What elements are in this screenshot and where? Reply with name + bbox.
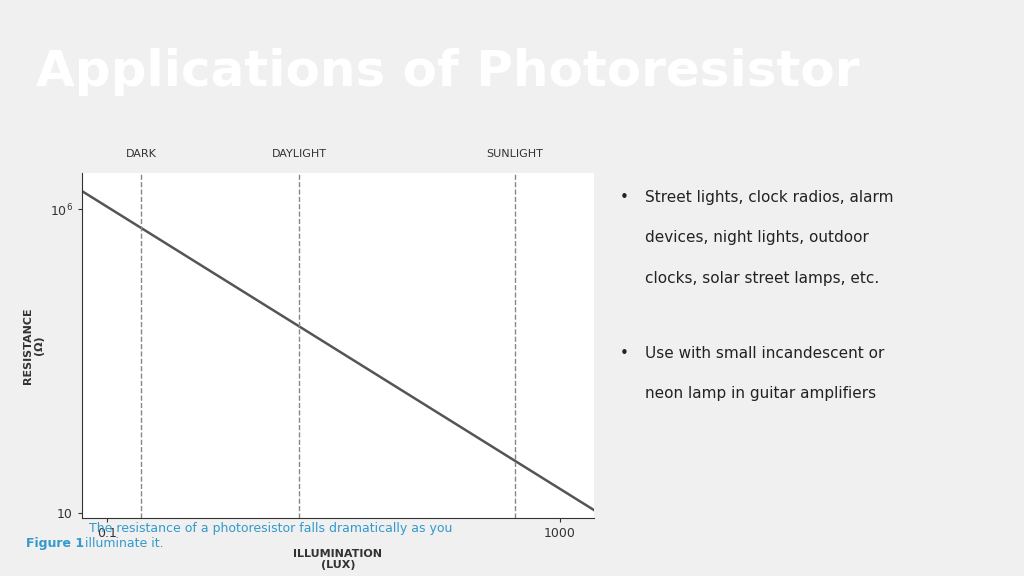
Text: Figure 1: Figure 1 [26,537,84,550]
X-axis label: ILLUMINATION
(LUX): ILLUMINATION (LUX) [294,549,382,570]
Text: •: • [620,190,629,205]
Text: The resistance of a photoresistor falls dramatically as you
illuminate it.: The resistance of a photoresistor falls … [85,522,453,550]
Y-axis label: RESISTANCE
(Ω): RESISTANCE (Ω) [23,307,44,384]
Text: Use with small incandescent or: Use with small incandescent or [645,346,885,361]
Text: DARK: DARK [126,149,157,159]
Text: clocks, solar street lamps, etc.: clocks, solar street lamps, etc. [645,271,880,286]
Text: •: • [620,346,629,361]
Text: Street lights, clock radios, alarm: Street lights, clock radios, alarm [645,190,894,205]
Text: neon lamp in guitar amplifiers: neon lamp in guitar amplifiers [645,386,877,401]
Text: SUNLIGHT: SUNLIGHT [486,149,544,159]
Text: Applications of Photoresistor: Applications of Photoresistor [36,48,859,96]
Text: devices, night lights, outdoor: devices, night lights, outdoor [645,230,869,245]
Text: DAYLIGHT: DAYLIGHT [271,149,327,159]
